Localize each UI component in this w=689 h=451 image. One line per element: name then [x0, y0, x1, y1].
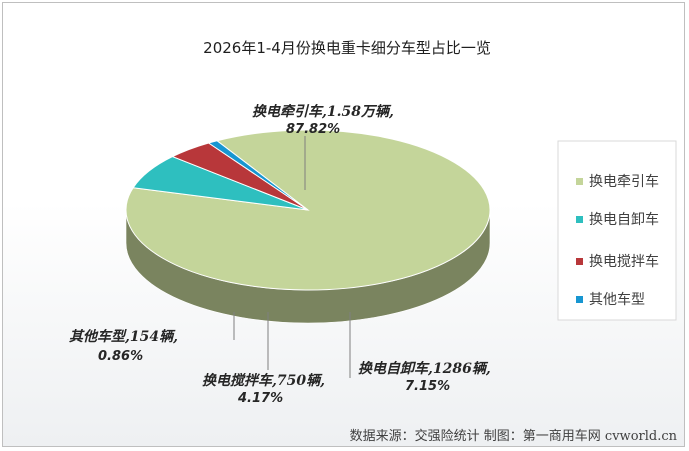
legend-swatch-mixer [576, 258, 583, 265]
data-label-dumper: 换电自卸车,1286辆, [358, 360, 491, 377]
legend-swatch-dumper [576, 216, 583, 223]
chart-title: 2026年1-4月份换电重卡细分车型占比一览 [203, 39, 491, 57]
data-label-tractor: 换电牵引车,1.58万辆, [252, 103, 394, 120]
data-label-other: 其他车型,154辆, [69, 328, 178, 345]
data-label-tractor-pct: 87.82% [286, 122, 340, 137]
data-label-mixer: 换电搅拌车,750辆, [202, 372, 325, 389]
legend-label-mixer: 换电搅拌车 [589, 253, 659, 270]
legend: 换电牵引车 换电自卸车 换电搅拌车 其他车型 [557, 140, 677, 321]
pie-tops [125, 129, 491, 291]
data-label-dumper-pct: 7.15% [405, 379, 450, 394]
legend-label-tractor: 换电牵引车 [589, 173, 659, 190]
pie-slice-other [207, 140, 309, 211]
legend-swatch-other [576, 296, 583, 303]
legend-swatch-tractor [576, 178, 583, 185]
legend-label-other: 其他车型 [589, 291, 645, 308]
data-label-mixer-pct: 4.17% [237, 391, 283, 406]
legend-label-dumper: 换电自卸车 [589, 211, 659, 228]
data-label-other-pct: 0.86% [98, 349, 143, 364]
legend-box [557, 140, 677, 321]
source-note: 数据来源：交强险统计 制图：第一商用车网 cvworld.cn [350, 428, 678, 444]
